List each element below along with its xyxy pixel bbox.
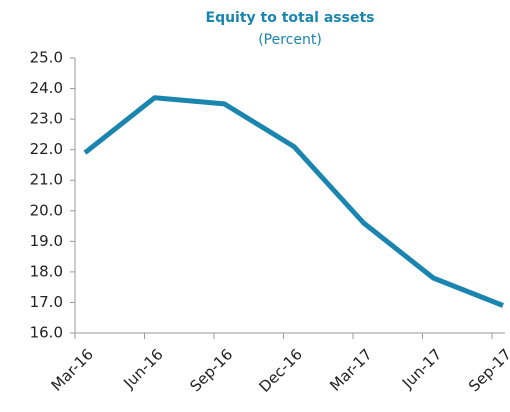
y-tick-label: 20.0 — [30, 201, 63, 219]
line — [83, 95, 504, 308]
chart-title: Equity to total assets — [206, 10, 375, 26]
y-tick-label: 16.0 — [30, 324, 63, 342]
x-tick-label: Mar-17 — [326, 345, 375, 394]
y-tick-label: 23.0 — [30, 110, 63, 128]
x-tick-label: Jun-17 — [398, 345, 445, 392]
y-tick-label: 18.0 — [30, 262, 63, 280]
y-tick-label: 21.0 — [30, 171, 63, 189]
y-tick-label: 19.0 — [30, 232, 63, 250]
x-tick-label: Sep-16 — [186, 345, 236, 395]
y-tick-label: 22.0 — [30, 140, 63, 158]
x-tick-label: Sep-17 — [465, 345, 510, 395]
x-tick-label: Mar-16 — [48, 345, 97, 394]
y-tick-label: 25.0 — [30, 49, 63, 67]
chart-subtitle: (Percent) — [258, 32, 322, 48]
y-tick-label: 24.0 — [30, 79, 63, 97]
x-tick-label: Jun-16 — [119, 345, 166, 392]
y-tick-label: 17.0 — [30, 293, 63, 311]
x-tick-label: Dec-16 — [255, 345, 306, 396]
